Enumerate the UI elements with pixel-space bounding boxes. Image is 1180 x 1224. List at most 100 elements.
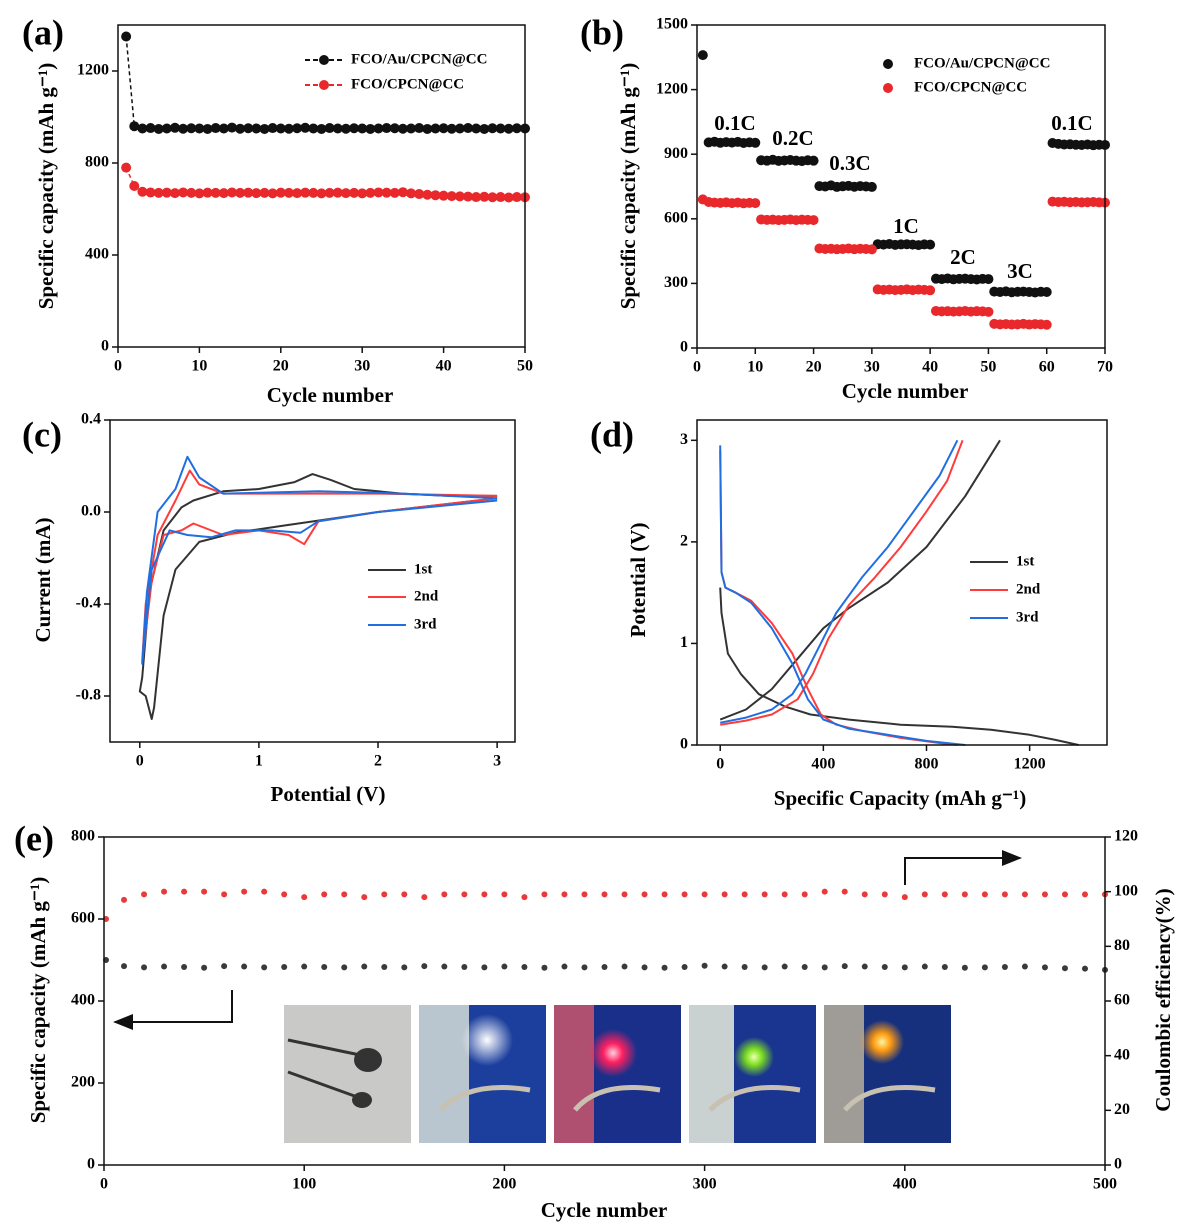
data-point: [145, 187, 156, 198]
y-tick-label: 1200: [77, 62, 109, 79]
data-point: [210, 187, 221, 198]
data-point: [381, 123, 392, 134]
photos: [284, 1005, 951, 1143]
data-point: [601, 891, 608, 898]
data-point: [701, 891, 708, 898]
data-point: [141, 891, 148, 898]
panel-label: (d): [590, 414, 634, 454]
x-tick-label: 30: [354, 358, 370, 375]
y-tick-label: 400: [71, 992, 95, 1009]
data-point: [1041, 287, 1052, 298]
connector: [125, 36, 136, 127]
data-point: [941, 891, 948, 898]
data-point: [841, 963, 848, 970]
data-point: [961, 964, 968, 971]
data-point: [251, 188, 262, 199]
data-point: [373, 123, 384, 134]
data-point: [259, 123, 270, 134]
data-point: [761, 964, 768, 971]
data-point: [481, 964, 488, 971]
plot-frame: [109, 419, 516, 743]
data-point: [541, 891, 548, 898]
data-point: [308, 187, 319, 198]
data-point: [129, 181, 140, 191]
data-point: [521, 894, 528, 901]
data-point: [438, 123, 449, 134]
data-point: [503, 123, 514, 134]
x-tick-label: 200: [492, 1176, 516, 1193]
data-point: [218, 123, 229, 134]
data-point: [983, 306, 994, 317]
panel: 0 10 20 30 40 50 60 70 0 300 600 900 1200 1500 (b) Cycl…: [580, 12, 1113, 403]
data-point: [1001, 963, 1008, 970]
plot-frame: [696, 419, 1108, 746]
y-tick-label: 1: [680, 634, 688, 651]
panel-label: (a): [22, 12, 64, 52]
data-point: [202, 123, 213, 134]
data-point: [357, 123, 368, 134]
y-tick-label: 0: [87, 1156, 95, 1173]
data-point: [267, 188, 278, 199]
x-tick-label: 800: [914, 756, 938, 773]
data-point: [226, 187, 237, 198]
data-point: [300, 187, 311, 198]
legend-marker: [883, 83, 893, 93]
data-point: [340, 123, 351, 134]
data-point: [281, 891, 288, 898]
y2-tick-label: 20: [1114, 1101, 1130, 1118]
data-point: [349, 187, 360, 198]
data-point: [243, 123, 254, 134]
data-point: [259, 187, 270, 198]
y-tick-label: 300: [664, 274, 688, 291]
data-point: [153, 123, 164, 134]
data-point: [621, 963, 628, 970]
data-point: [841, 888, 848, 895]
data-point: [221, 891, 228, 898]
data-point: [463, 123, 474, 134]
photo-bg: [554, 1005, 594, 1143]
data-point: [471, 123, 482, 134]
data-point: [1041, 891, 1048, 898]
y-tick-label: 400: [85, 246, 109, 263]
data-point: [181, 963, 188, 970]
data-point: [137, 123, 148, 134]
annotation: 0.3C: [829, 151, 870, 175]
data-line: [138, 473, 498, 720]
x-tick-label: 100: [292, 1176, 316, 1193]
data-point: [261, 964, 268, 971]
data-point: [308, 123, 319, 134]
data-point: [697, 50, 708, 61]
data-point: [866, 181, 877, 192]
data-point: [808, 215, 819, 226]
data-point: [194, 188, 205, 199]
data-point: [186, 123, 197, 134]
x-tick-label: 1200: [1014, 756, 1046, 773]
data-point: [461, 891, 468, 898]
photo: [284, 1005, 411, 1143]
data-point: [761, 891, 768, 898]
x-tick-label: 400: [893, 1176, 917, 1193]
data-point: [332, 187, 343, 198]
data-point: [641, 964, 648, 971]
data-point: [321, 891, 328, 898]
data-point: [983, 274, 994, 285]
legend-label: 2nd: [1016, 581, 1041, 597]
data-point: [641, 891, 648, 898]
data-point: [129, 121, 140, 132]
data-point: [397, 123, 408, 134]
data-point: [681, 963, 688, 970]
data-point: [397, 187, 408, 198]
data-point: [235, 123, 246, 134]
data-point: [141, 964, 148, 971]
data-point: [241, 888, 248, 895]
data-point: [661, 891, 668, 898]
legend-marker: [883, 59, 893, 69]
data-point: [283, 187, 294, 198]
x-tick-label: 70: [1097, 359, 1113, 376]
data-point: [340, 188, 351, 199]
data-point: [292, 188, 303, 199]
data-line: [141, 469, 498, 663]
y2-tick-label: 80: [1114, 937, 1130, 954]
led-glow: [461, 1014, 513, 1066]
